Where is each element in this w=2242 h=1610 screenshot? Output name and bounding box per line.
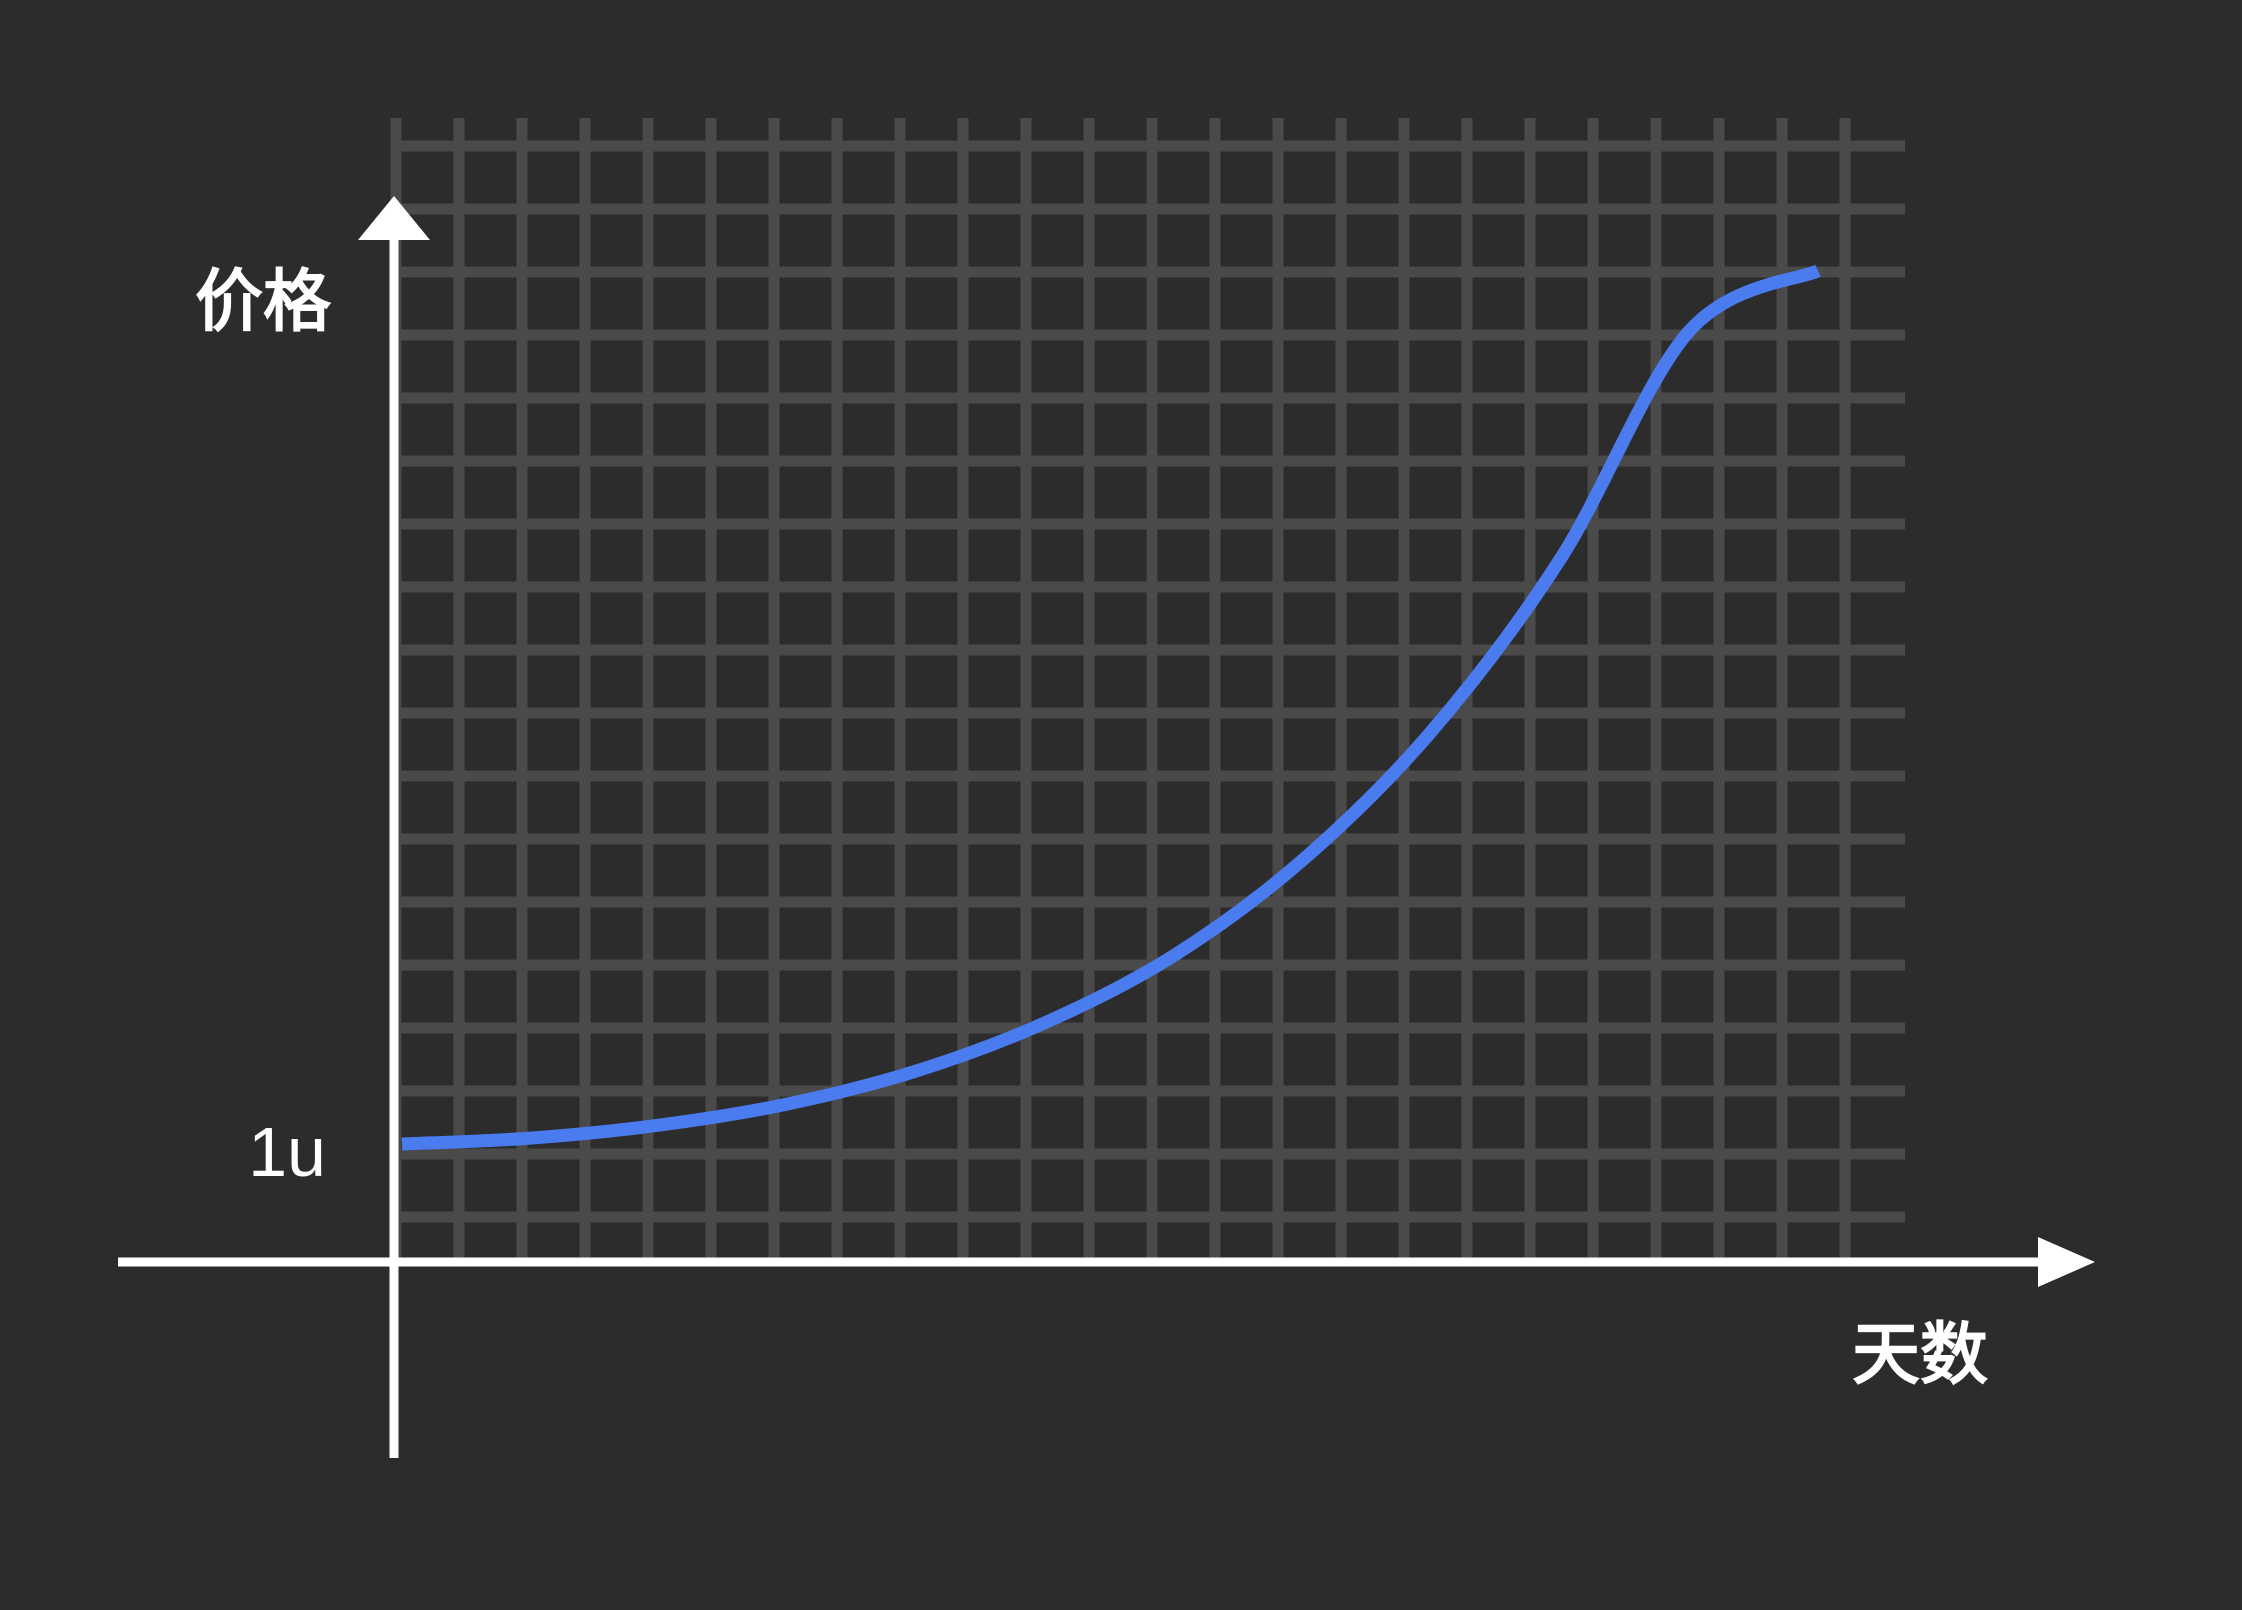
axes bbox=[118, 196, 2095, 1458]
y-tick-label: 1u bbox=[248, 1113, 326, 1191]
x-axis-label: 天数 bbox=[1852, 1316, 1988, 1395]
y-axis-label: 价格 bbox=[195, 263, 332, 342]
plot-area bbox=[401, 264, 1821, 1151]
grid bbox=[390, 118, 1905, 1262]
series-line-0 bbox=[401, 264, 1821, 1151]
x-axis-arrow-icon bbox=[2038, 1237, 2095, 1287]
y-axis-arrow-icon bbox=[358, 196, 430, 240]
